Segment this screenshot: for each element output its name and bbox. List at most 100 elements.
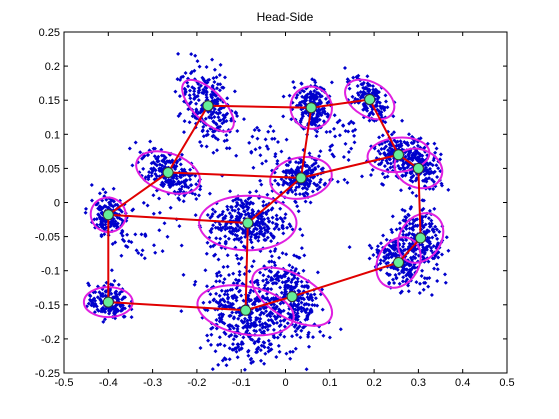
data-point bbox=[149, 161, 154, 166]
data-point bbox=[266, 208, 271, 213]
data-point bbox=[408, 268, 413, 273]
data-point bbox=[308, 200, 313, 205]
data-point bbox=[270, 136, 275, 141]
data-point bbox=[199, 143, 204, 148]
data-point bbox=[416, 151, 421, 156]
data-point bbox=[293, 329, 298, 334]
data-point bbox=[362, 102, 367, 106]
data-point bbox=[235, 256, 240, 261]
data-point bbox=[300, 99, 305, 104]
data-point bbox=[201, 300, 206, 305]
x-tick-label: 0.2 bbox=[366, 377, 381, 389]
data-point bbox=[109, 307, 114, 312]
data-point bbox=[205, 333, 210, 338]
data-point bbox=[299, 296, 304, 301]
data-point bbox=[222, 119, 227, 124]
cluster-center-node bbox=[102, 209, 114, 221]
data-point bbox=[288, 356, 293, 361]
data-point bbox=[127, 146, 132, 151]
data-point bbox=[103, 310, 108, 314]
data-point bbox=[405, 267, 409, 272]
data-point bbox=[435, 279, 440, 283]
data-point bbox=[358, 95, 363, 100]
data-point bbox=[393, 240, 398, 245]
data-point bbox=[151, 211, 156, 216]
x-tick-label: -0.3 bbox=[143, 377, 162, 389]
data-point bbox=[286, 276, 291, 281]
data-point bbox=[315, 95, 320, 100]
data-point bbox=[392, 138, 397, 143]
data-point bbox=[289, 117, 294, 122]
data-point bbox=[369, 173, 373, 177]
data-point bbox=[141, 166, 146, 171]
data-point bbox=[249, 356, 254, 361]
data-point bbox=[194, 108, 199, 113]
data-point bbox=[224, 133, 229, 138]
data-point bbox=[328, 148, 332, 153]
data-point bbox=[282, 216, 287, 220]
graph-edge bbox=[107, 171, 169, 216]
data-point bbox=[120, 233, 125, 238]
data-point bbox=[261, 199, 266, 204]
data-point bbox=[162, 221, 167, 226]
data-point bbox=[227, 324, 232, 329]
data-point bbox=[284, 252, 289, 257]
data-point bbox=[318, 112, 323, 117]
data-point bbox=[232, 315, 237, 320]
data-point bbox=[399, 188, 403, 193]
data-point bbox=[210, 57, 215, 62]
data-point bbox=[254, 308, 259, 313]
data-point bbox=[283, 272, 288, 277]
data-point bbox=[257, 289, 262, 294]
data-point bbox=[258, 312, 263, 317]
data-point bbox=[225, 288, 230, 293]
data-point bbox=[384, 158, 389, 163]
data-point bbox=[214, 318, 219, 322]
data-point bbox=[228, 189, 233, 194]
data-point bbox=[381, 182, 386, 187]
data-point bbox=[101, 226, 106, 231]
data-point bbox=[99, 301, 104, 306]
data-point bbox=[159, 153, 164, 158]
data-point bbox=[210, 207, 215, 212]
covariance-ellipse bbox=[89, 196, 127, 234]
data-point bbox=[192, 89, 197, 94]
data-point bbox=[261, 340, 266, 345]
data-point bbox=[306, 171, 311, 176]
data-point bbox=[278, 206, 283, 211]
data-point bbox=[278, 285, 283, 290]
graph-edge bbox=[247, 177, 302, 224]
data-point bbox=[87, 293, 92, 298]
data-point bbox=[418, 136, 423, 141]
data-point bbox=[257, 337, 261, 341]
data-point bbox=[248, 288, 253, 293]
data-point bbox=[103, 190, 108, 195]
data-point bbox=[181, 74, 186, 79]
data-point bbox=[319, 94, 324, 99]
data-point bbox=[446, 248, 451, 253]
data-point bbox=[253, 324, 257, 329]
data-point bbox=[197, 193, 201, 198]
data-point bbox=[120, 237, 125, 242]
data-point bbox=[210, 367, 215, 372]
data-point bbox=[217, 88, 222, 93]
data-point bbox=[268, 231, 273, 236]
data-point bbox=[247, 190, 252, 195]
data-point bbox=[405, 142, 410, 147]
data-point bbox=[359, 82, 364, 87]
data-point bbox=[95, 295, 100, 300]
data-point bbox=[225, 204, 230, 209]
data-point bbox=[260, 295, 265, 300]
data-point bbox=[84, 206, 88, 211]
data-point bbox=[250, 245, 255, 250]
data-point bbox=[223, 240, 228, 245]
data-point bbox=[261, 203, 266, 208]
data-point bbox=[252, 320, 257, 325]
data-point bbox=[203, 116, 208, 121]
data-point bbox=[140, 248, 145, 253]
covariance-ellipse bbox=[196, 284, 295, 337]
cluster-center-node bbox=[162, 167, 174, 178]
data-point bbox=[207, 300, 212, 305]
data-point bbox=[290, 334, 295, 339]
data-point bbox=[211, 298, 216, 303]
